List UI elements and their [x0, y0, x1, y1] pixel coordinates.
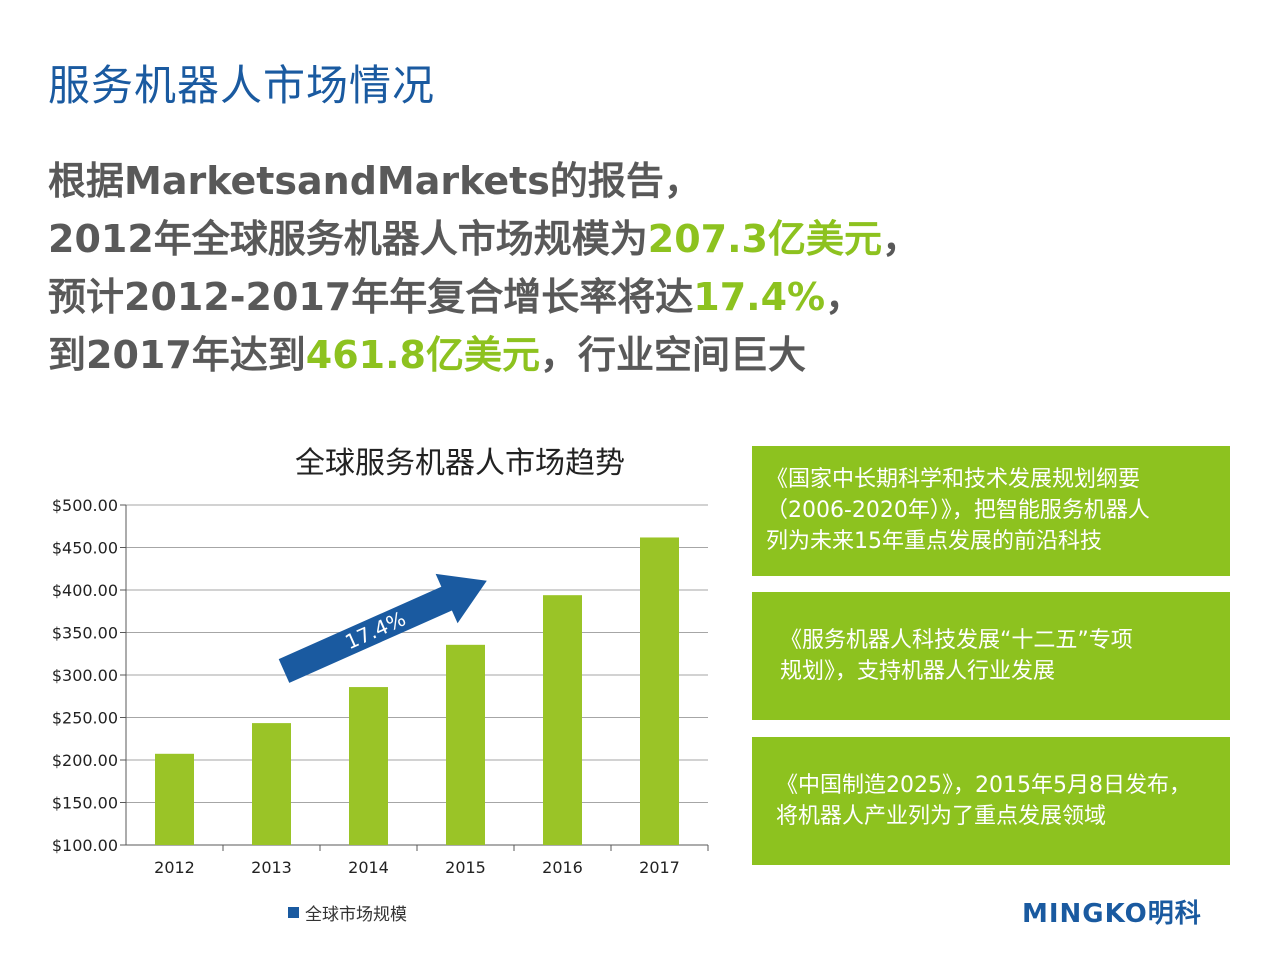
- intro-line-2-text: 2012年全球服务机器人市场规模为: [48, 217, 648, 261]
- y-tick-label: $450.00: [52, 539, 118, 558]
- y-tick-label: $400.00: [52, 581, 118, 600]
- bar: [349, 687, 388, 845]
- y-tick-label: $200.00: [52, 751, 118, 770]
- policy-box-1: 《国家中长期科学和技术发展规划纲要 （2006-2020年）》，把智能服务机器人…: [752, 446, 1230, 576]
- policy-box-1-line-3: 列为未来15年重点发展的前沿科技: [766, 529, 1102, 554]
- intro-text: 根据MarketsandMarkets的报告， 2012年全球服务机器人市场规模…: [48, 152, 920, 384]
- intro-line-1-text: 根据MarketsandMarkets的报告，: [48, 159, 702, 203]
- policy-box-3: 《中国制造2025》，2015年5月8日发布， 将机器人产业列为了重点发展领域: [752, 737, 1230, 865]
- intro-highlight-cagr: 17.4%: [693, 275, 826, 319]
- mingko-logo: MINGKO明科: [1022, 899, 1202, 929]
- y-tick-label: $250.00: [52, 709, 118, 728]
- intro-highlight-2017-value: 461.8亿美元: [305, 333, 540, 377]
- x-tick-label: 2013: [251, 858, 292, 877]
- intro-line-4: 到2017年达到461.8亿美元，行业空间巨大: [48, 326, 920, 384]
- intro-line-3-text: 预计2012-2017年年复合增长率将达: [48, 275, 694, 319]
- chart-title: 全球服务机器人市场趋势: [295, 446, 625, 481]
- x-tick-label: 2014: [348, 858, 389, 877]
- legend-swatch: [288, 907, 299, 918]
- y-tick-label: $350.00: [52, 624, 118, 643]
- intro-line-3: 预计2012-2017年年复合增长率将达17.4%，: [48, 268, 920, 326]
- intro-line-2-punct: ，: [881, 217, 920, 261]
- x-tick-label: 2016: [542, 858, 583, 877]
- bar: [252, 723, 291, 845]
- chart-legend: 全球市场规模: [288, 900, 407, 925]
- y-tick-label: $500.00: [52, 496, 118, 515]
- growth-arrow-shape: [278, 573, 487, 683]
- growth-arrow-label: 17.4%: [341, 606, 409, 654]
- legend-label: 全球市场规模: [305, 905, 407, 925]
- policy-box-2-line-2: 规划》，支持机器人行业发展: [780, 659, 1056, 684]
- intro-line-4-tail: ，行业空间巨大: [539, 333, 806, 377]
- intro-highlight-2012-value: 207.3亿美元: [647, 217, 882, 261]
- policy-box-1-line-1: 《国家中长期科学和技术发展规划纲要: [766, 467, 1141, 492]
- y-tick-label: $300.00: [52, 666, 118, 685]
- page-title: 服务机器人市场情况: [48, 61, 436, 110]
- y-tick-label: $100.00: [52, 836, 118, 855]
- bar: [640, 537, 679, 845]
- y-tick-label: $150.00: [52, 794, 118, 813]
- x-tick-label: 2015: [445, 858, 486, 877]
- policy-box-3-line-2: 将机器人产业列为了重点发展领域: [776, 804, 1107, 829]
- intro-line-1: 根据MarketsandMarkets的报告，: [48, 152, 920, 210]
- policy-box-2-line-1: 《服务机器人科技发展“十二五”专项: [780, 628, 1133, 653]
- bar: [155, 753, 194, 845]
- bar: [446, 644, 485, 845]
- x-tick-label: 2012: [154, 858, 195, 877]
- policy-box-1-line-2: （2006-2020年）》，把智能服务机器人: [766, 498, 1150, 523]
- bar-chart: $100.00 $150.00 $200.00 $250.00 $300.00 $350.…: [52, 496, 709, 877]
- intro-line-3-punct: ，: [825, 275, 864, 319]
- policy-box-3-line-1: 《中国制造2025》，2015年5月8日发布，: [776, 773, 1191, 798]
- intro-line-2: 2012年全球服务机器人市场规模为207.3亿美元，: [48, 210, 920, 268]
- intro-line-4-text: 到2017年达到: [48, 333, 306, 377]
- policy-box-2: 《服务机器人科技发展“十二五”专项 规划》，支持机器人行业发展: [752, 592, 1230, 720]
- bar: [543, 595, 582, 845]
- x-tick-label: 2017: [639, 858, 680, 877]
